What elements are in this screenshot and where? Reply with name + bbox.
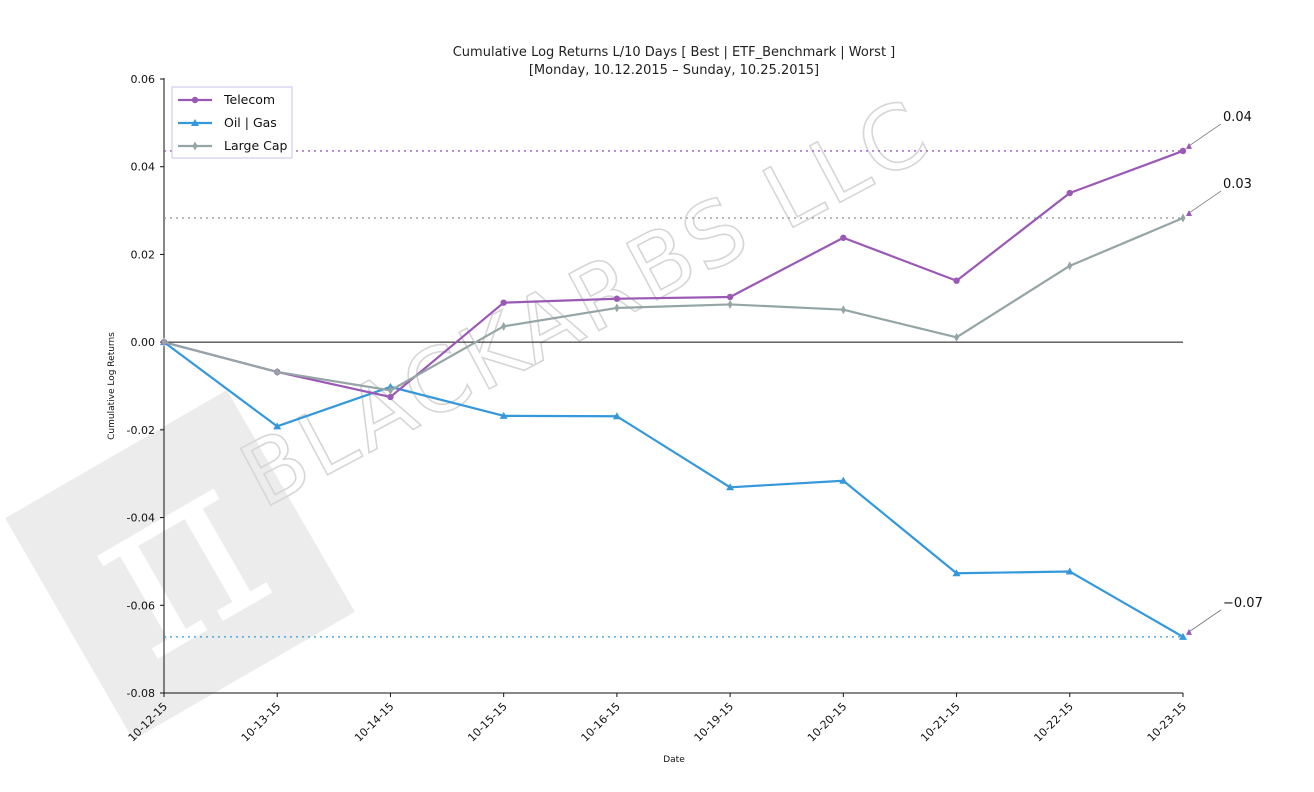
annotation-label: 0.04 (1223, 110, 1252, 125)
series-line (163, 149, 1184, 399)
x-tick-label: 10-23-15 (1145, 700, 1190, 745)
annotations: 0.04 0.03 −0.07 (1186, 110, 1263, 635)
series-line (163, 217, 1184, 392)
x-tick-label: 10-22-15 (1031, 700, 1076, 745)
data-point (191, 96, 199, 104)
annotation-label: 0.03 (1223, 177, 1252, 192)
annotation-arrow (1188, 123, 1222, 147)
data-point (954, 332, 960, 342)
data-point (614, 303, 620, 313)
y-tick-label: 0.02 (131, 248, 156, 261)
x-tick-label: 10-19-15 (692, 700, 737, 745)
data-point (1180, 213, 1186, 223)
data-point (840, 305, 846, 315)
series-line (163, 341, 1184, 638)
data-point (953, 277, 960, 284)
x-tick-label: 10-14-15 (352, 700, 397, 745)
data-point (1066, 189, 1073, 197)
y-tick-label: -0.08 (127, 687, 155, 700)
data-point (274, 367, 280, 377)
y-tick-label: -0.06 (127, 599, 155, 612)
data-point (501, 321, 507, 331)
data-point (387, 393, 394, 401)
annotation-marker (1186, 210, 1192, 217)
data-point (726, 483, 735, 491)
y-tick-label: 0.04 (131, 161, 156, 174)
data-point (500, 299, 507, 306)
data-point (192, 141, 198, 151)
data-point (612, 412, 621, 420)
x-tick-label: 10-13-15 (239, 700, 284, 745)
annotation-arrow (1188, 609, 1222, 633)
x-axis-label: Date (663, 755, 685, 765)
y-tick-label: 0.00 (131, 336, 156, 349)
reference-lines (164, 150, 1183, 638)
data-point (1179, 147, 1187, 155)
legend-label: Large Cap (224, 138, 288, 153)
x-ticks: 10-12-15 10-13-15 10-14-15 10-15-15 10-16-15… (126, 693, 1190, 745)
watermark-logo-box (5, 390, 355, 740)
y-tick-label: -0.04 (127, 512, 155, 525)
legend-label: Telecom (223, 92, 275, 107)
x-tick-label: 10-21-15 (918, 700, 963, 745)
watermark-text: BLACKARBS LLC (225, 78, 947, 527)
chart-subtitle: [Monday, 10.12.2015 – Sunday, 10.25.2015… (529, 63, 819, 78)
data-point (840, 234, 847, 241)
chart-title: Cumulative Log Returns L/10 Days [ Best … (453, 45, 896, 60)
data-point (191, 119, 199, 126)
x-tick-label: 10-15-15 (465, 700, 510, 745)
legend: Telecom Oil | Gas Large Cap (171, 86, 293, 159)
data-point (1067, 261, 1073, 271)
data-point (727, 299, 733, 309)
y-tick-label: -0.02 (127, 424, 155, 437)
data-point (726, 293, 734, 301)
data-point (1065, 567, 1074, 575)
annotation-marker (1186, 628, 1192, 635)
y-ticks: -0.08 -0.06 -0.04 -0.02 0.00 0.02 0.04 0.06 (127, 73, 164, 700)
legend-label: Oil | Gas (224, 115, 277, 130)
series-group (160, 147, 1187, 640)
axes (163, 78, 1183, 694)
annotation-marker (1186, 142, 1192, 149)
data-point (387, 385, 393, 395)
y-axis-label: Cumulative Log Returns (107, 332, 117, 440)
data-point (613, 295, 621, 302)
annotation-arrow (1188, 190, 1222, 214)
y-tick-label: 0.06 (131, 73, 156, 86)
data-point (1179, 632, 1187, 640)
data-point (161, 337, 167, 347)
series-large-cap (161, 213, 1186, 395)
x-tick-label: 10-16-15 (579, 700, 624, 745)
data-point (499, 411, 508, 419)
data-point (273, 422, 282, 430)
annotation-label: −0.07 (1223, 596, 1263, 611)
data-point (839, 476, 848, 484)
data-point (952, 569, 961, 577)
x-tick-label: 10-20-15 (805, 700, 850, 745)
